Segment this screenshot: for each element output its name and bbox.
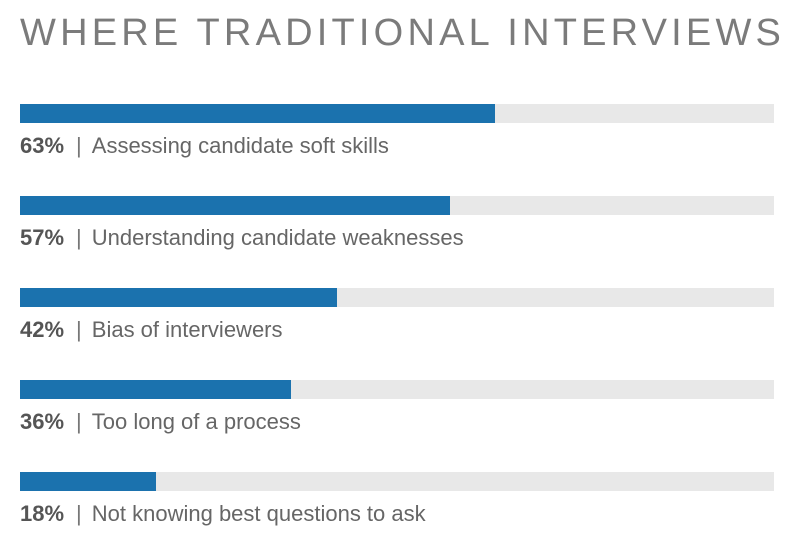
label-separator: | — [76, 409, 82, 434]
bar-value-label: 42% — [20, 317, 65, 342]
bar-value-label: 57% — [20, 225, 65, 250]
label-separator: | — [76, 225, 82, 250]
bar-value-label: 63% — [20, 133, 65, 158]
bar-fill — [20, 472, 156, 491]
bar-item: 57% | Understanding candidate weaknesses — [20, 196, 774, 256]
bar-track — [20, 104, 774, 123]
label-separator: | — [76, 501, 82, 526]
bar-item: 63% | Assessing candidate soft skills — [20, 104, 774, 164]
label-separator: | — [76, 317, 82, 342]
bar-fill — [20, 196, 450, 215]
label-separator: | — [76, 133, 82, 158]
bar-category-label: Too long of a process — [91, 409, 301, 434]
bar-fill — [20, 380, 291, 399]
bar-track — [20, 380, 774, 399]
bar-fill — [20, 288, 337, 307]
bar-item: 42% | Bias of interviewers — [20, 288, 774, 348]
bar-track — [20, 288, 774, 307]
bar-category-label: Understanding candidate weaknesses — [91, 225, 464, 250]
bar-value-label: 36% — [20, 409, 65, 434]
bar-fill — [20, 104, 495, 123]
bar-item: 36% | Too long of a process — [20, 380, 774, 440]
bar-category-label: Assessing candidate soft skills — [91, 133, 389, 158]
bar-value-label: 18% — [20, 501, 65, 526]
bar-track — [20, 196, 774, 215]
bar-track — [20, 472, 774, 491]
bar-label: 57% | Understanding candidate weaknesses — [20, 223, 464, 253]
chart-title: WHERE TRADITIONAL INTERVIEWS FAIL — [20, 12, 800, 54]
bar-item: 18% | Not knowing best questions to ask — [20, 472, 774, 532]
bar-label: 42% | Bias of interviewers — [20, 315, 283, 345]
bar-label: 18% | Not knowing best questions to ask — [20, 499, 426, 529]
bar-label: 63% | Assessing candidate soft skills — [20, 131, 389, 161]
bar-category-label: Not knowing best questions to ask — [91, 501, 426, 526]
bar-label: 36% | Too long of a process — [20, 407, 301, 437]
bar-category-label: Bias of interviewers — [91, 317, 283, 342]
